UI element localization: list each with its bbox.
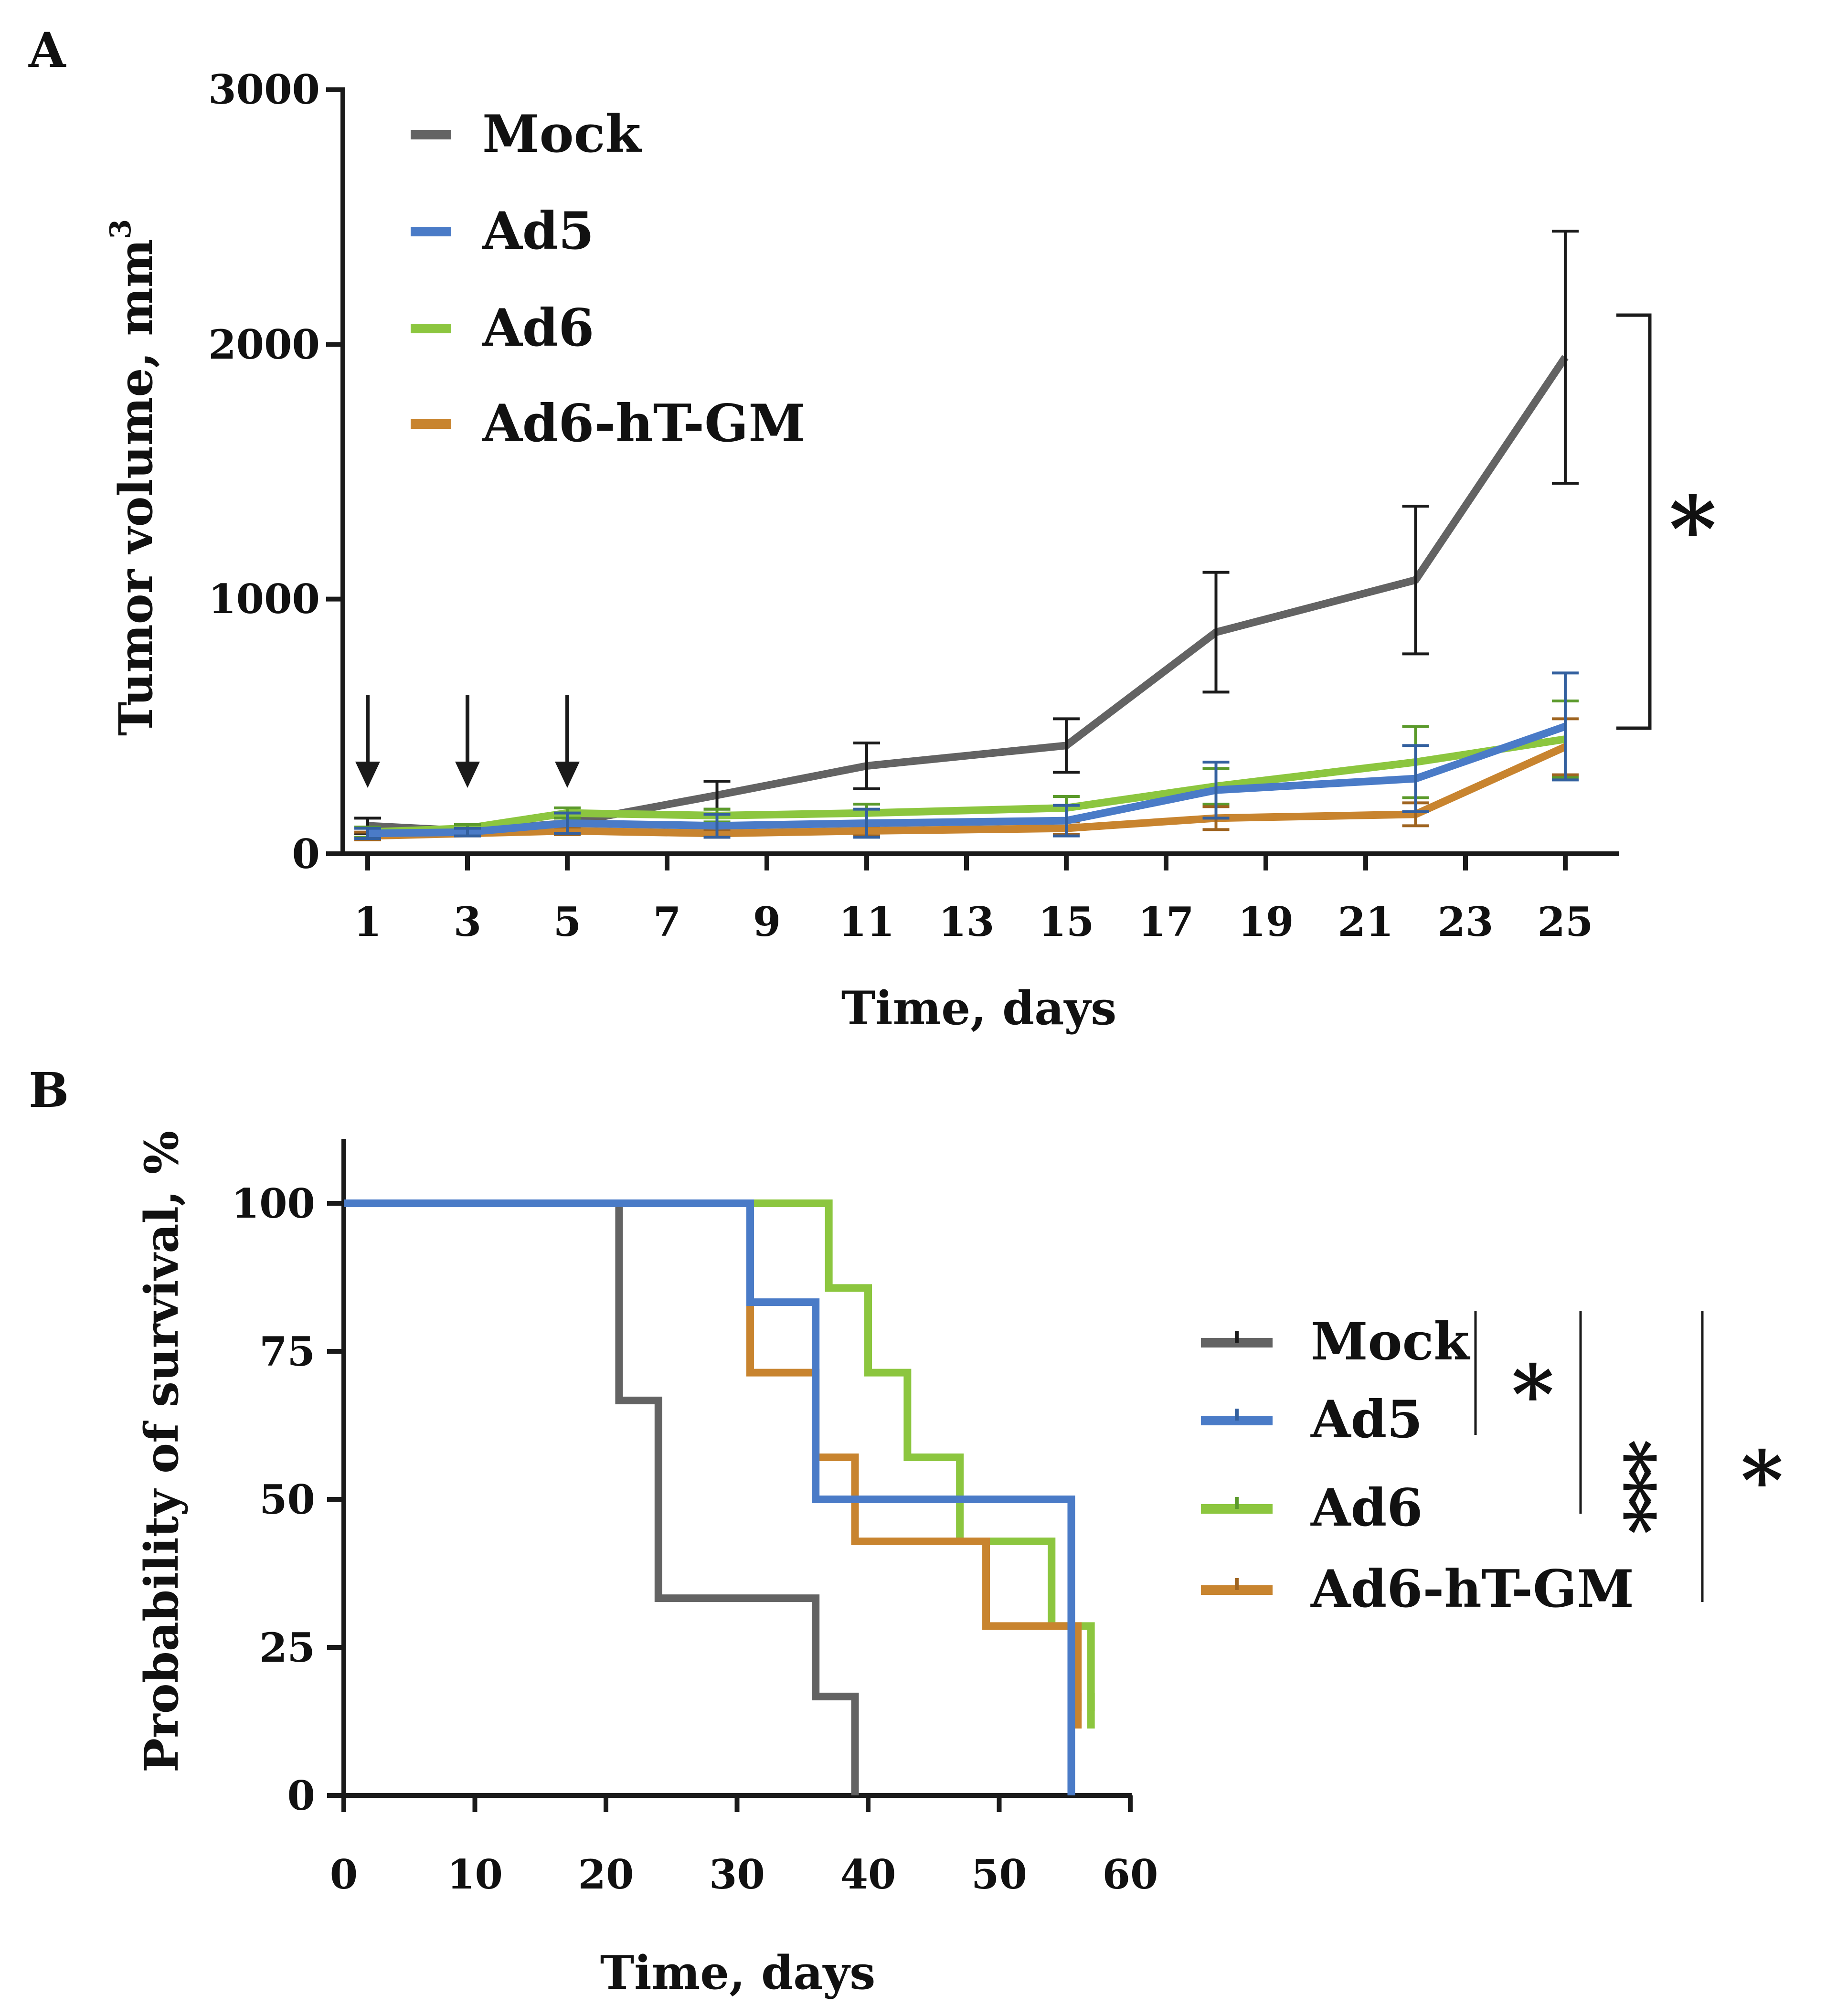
injection-arrow-head (455, 762, 480, 788)
panel-a-xtick-label: 23 (1438, 898, 1494, 945)
panel-a-significance-bracket (1616, 313, 1652, 730)
panel-b-xtick-label: 10 (447, 1851, 503, 1898)
panel-a-y-axis-title-superscript: 3 (104, 219, 138, 239)
panel-b-significance-star: * (1741, 1433, 1784, 1528)
legend-label-ad6-ht-gm: Ad6-hT-GM (1310, 1559, 1634, 1619)
panel-a-y-axis-title-text: Tumor volume, mm (109, 239, 163, 736)
panel-a-xtick-label: 21 (1338, 898, 1394, 945)
panel-a-xtick-label: 25 (1538, 898, 1593, 945)
panel-a-x-axis-title: Time, days (841, 981, 1117, 1035)
panel-a-series (326, 87, 1579, 870)
panel-a-xtick-label: 3 (454, 898, 481, 945)
legend-label-ad6: Ad6 (482, 298, 594, 358)
panel-b-xtick-label: 50 (971, 1851, 1027, 1898)
panel-b-xtick-label: 60 (1103, 1851, 1158, 1898)
panel-a-xtick-label: 17 (1138, 898, 1194, 945)
panel-b-x-axis-title: Time, days (600, 1946, 876, 2000)
injection-arrow-head (355, 762, 380, 788)
panel-b-label: B (29, 1062, 69, 1118)
panel-a-xtick-label: 9 (753, 898, 781, 945)
panel-a-ytick-label: 0 (292, 830, 320, 878)
panel-a: A 0 1000 2000 3000 1 3 5 7 9 11 13 15 17… (28, 22, 1717, 1035)
legend-label-mock: Mock (482, 104, 642, 164)
panel-b-xtick-label: 0 (330, 1851, 358, 1898)
panel-a-injection-arrows (355, 695, 580, 788)
panel-b: B 0 25 50 75 100 0 10 20 30 40 50 60 Tim… (29, 1062, 1783, 2000)
panel-b-ytick-label: 0 (287, 1772, 315, 1819)
panel-a-label: A (28, 22, 66, 78)
survival-curve-ad5 (344, 1199, 1075, 1795)
panel-b-series (327, 1199, 1133, 1812)
panel-b-ytick-label: 75 (259, 1328, 315, 1375)
panel-a-ytick-label: 3000 (208, 66, 320, 113)
panel-b-ytick-label: 100 (232, 1180, 315, 1227)
panel-a-y-axis-title: Tumor volume, mm3 (104, 219, 163, 736)
panel-b-y-axis-title: Probability of survival, % (135, 1131, 189, 1772)
panel-a-significance-star: * (1669, 476, 1716, 583)
panel-b-xtick-label: 40 (840, 1851, 896, 1898)
survival-curve-ad6 (344, 1199, 1095, 1711)
legend-label-ad5: Ad5 (482, 201, 594, 261)
legend-label-mock: Mock (1311, 1312, 1470, 1372)
panel-b-ytick-label: 25 (259, 1624, 315, 1671)
panel-b-xtick-label: 30 (709, 1851, 765, 1898)
panel-b-significance-star: * (1512, 1347, 1554, 1443)
panel-a-xtick-label: 19 (1238, 898, 1294, 945)
panel-b-significance-stars: *** (1586, 1439, 1670, 1533)
panel-a-legend: Mock Ad5 Ad6 Ad6-hT-GM (411, 104, 806, 454)
panel-b-legend: Mock Ad5 Ad6 Ad6-hT-GM (1201, 1312, 1634, 1619)
panel-a-xtick-label: 5 (553, 898, 581, 945)
panel-b-ytick-label: 50 (259, 1476, 315, 1523)
legend-label-ad5: Ad5 (1310, 1390, 1423, 1450)
survival-curve-mock (344, 1199, 859, 1795)
panel-a-xtick-label: 11 (839, 898, 895, 945)
survival-curve-ad6hTGM (344, 1199, 1082, 1711)
panel-a-xtick-label: 13 (939, 898, 995, 945)
legend-label-ad6: Ad6 (1310, 1478, 1423, 1538)
legend-label-ad6-ht-gm: Ad6-hT-GM (482, 393, 806, 454)
panel-a-ytick-label: 1000 (208, 575, 320, 623)
panel-a-ytick-label: 2000 (208, 321, 320, 368)
svg-text:Tumor volume, mm3: Tumor volume, mm3 (104, 219, 163, 736)
panel-a-xtick-label: 7 (653, 898, 681, 945)
panel-b-y-axis-title-wrap: Probability of survival, % (135, 1131, 189, 1772)
injection-arrow-head (555, 762, 580, 788)
panel-a-xtick-label: 15 (1039, 898, 1094, 945)
panel-a-xtick-label: 1 (354, 898, 382, 945)
panel-b-xtick-label: 20 (578, 1851, 634, 1898)
